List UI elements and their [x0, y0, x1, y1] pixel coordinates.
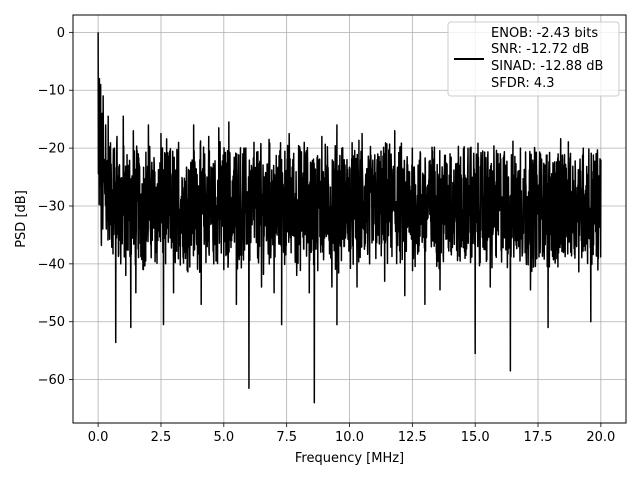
y-tick-label: −60 — [38, 373, 65, 388]
x-tick-label: 7.5 — [276, 430, 297, 445]
legend-box — [447, 21, 620, 97]
x-tick-label: 17.5 — [524, 430, 553, 445]
legend-entry-sinad: SINAD: -12.88 dB — [491, 59, 603, 74]
x-axis-label: Frequency [MHz] — [295, 451, 404, 466]
x-ticks: 0.0 2.5 5.0 7.5 10.0 12.5 15.0 17.5 20.0 — [88, 423, 615, 445]
y-tick-label: −40 — [38, 257, 65, 272]
x-tick-label: 2.5 — [151, 430, 172, 445]
y-tick-label: −10 — [38, 84, 65, 99]
legend: ENOB: -2.43 bits SNR: -12.72 dB SINAD: -… — [447, 21, 620, 97]
x-tick-label: 10.0 — [335, 430, 364, 445]
legend-entry-enob: ENOB: -2.43 bits — [491, 26, 598, 41]
y-tick-label: −30 — [38, 199, 65, 214]
y-tick-label: 0 — [57, 26, 65, 41]
y-ticks: 0 −10 −20 −30 −40 −50 −60 — [38, 26, 73, 388]
x-tick-label: 15.0 — [461, 430, 490, 445]
y-axis-label: PSD [dB] — [14, 190, 29, 248]
y-tick-label: −50 — [38, 315, 65, 330]
psd-series-line — [97, 32, 602, 404]
legend-entry-sfdr: SFDR: 4.3 — [491, 76, 555, 91]
series-layer — [97, 32, 602, 404]
x-tick-label: 12.5 — [398, 430, 427, 445]
legend-entry-snr: SNR: -12.72 dB — [491, 42, 589, 57]
x-tick-label: 20.0 — [586, 430, 615, 445]
y-tick-label: −20 — [38, 142, 65, 157]
x-tick-label: 5.0 — [213, 430, 234, 445]
x-tick-label: 0.0 — [88, 430, 109, 445]
